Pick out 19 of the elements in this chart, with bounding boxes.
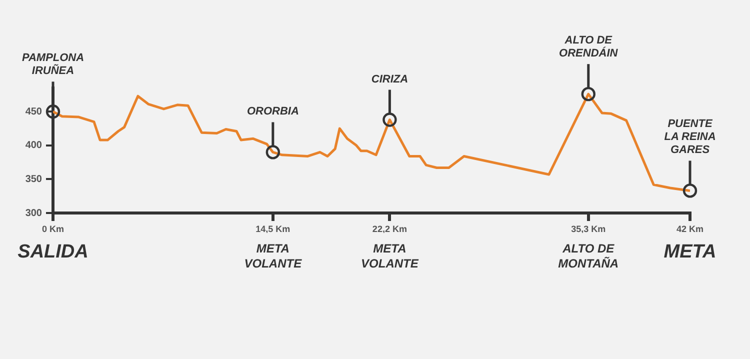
x-tick-label: 42 Km (676, 224, 704, 234)
x-tick-label: 14,5 Km (256, 224, 290, 234)
text: ALTO DE MONTAÑA (558, 241, 619, 270)
x-tick-label: 0 Km (42, 224, 64, 234)
y-tick-label: 450 (25, 106, 42, 118)
annotation: CIRIZA (371, 73, 408, 86)
y-tick-label: 300 (25, 208, 42, 219)
annotation: PUENTE LA REINA GARES (664, 118, 716, 156)
y-tick-label: 350 (25, 174, 42, 185)
y-tick-label: 400 (25, 140, 42, 152)
x-tick-label: 22,2 Km (372, 224, 407, 234)
annotation: ALTO DE ORENDÁIN (559, 34, 619, 60)
text: META VOLANTE (244, 241, 303, 270)
x-tick-label: 35,3 Km (571, 224, 606, 234)
annotation: PAMPLONA IRUÑEA (22, 52, 84, 78)
text: SALIDA (18, 242, 88, 263)
annotation: ORORBIA (246, 106, 299, 118)
text: META (664, 242, 716, 263)
text: META VOLANTE (361, 241, 420, 270)
